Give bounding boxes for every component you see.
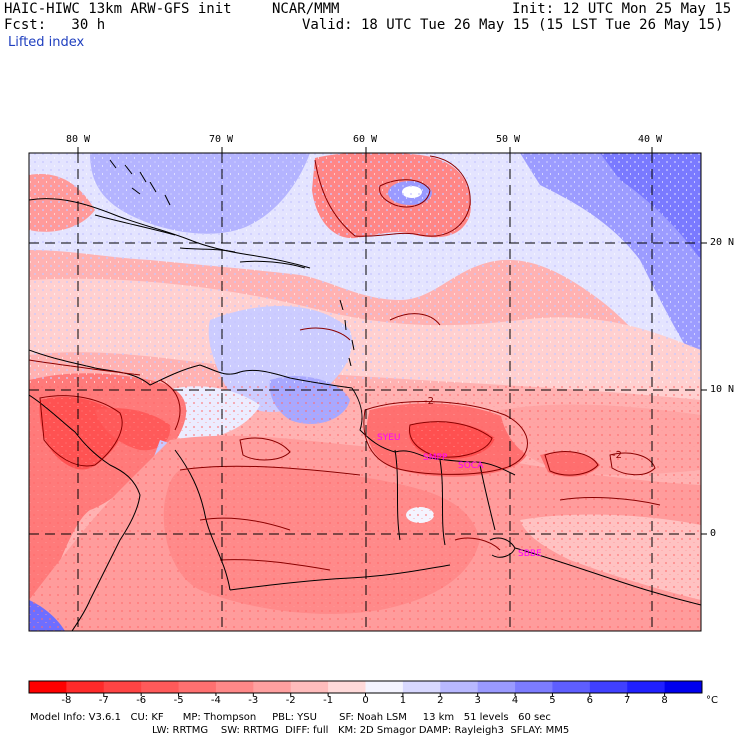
- axis-ticks: [77, 147, 707, 535]
- colorbar-label: -2: [285, 695, 296, 706]
- colorbar-label: -4: [210, 695, 221, 706]
- valid-time: Valid: 18 UTC Tue 26 May 15 (15 LST Tue …: [302, 17, 724, 33]
- map-frame: [28, 152, 702, 632]
- colorbar-label: -5: [173, 695, 184, 706]
- model-info-line1: Model Info: V3.6.1 CU: KF MP: Thompson P…: [30, 712, 551, 723]
- colorbar-label: 1: [399, 695, 407, 706]
- lat-label: 0: [710, 528, 717, 539]
- lon-label: 70 W: [209, 134, 234, 145]
- colorbar-swatch: [253, 681, 292, 693]
- colorbar-label: 0: [362, 695, 369, 706]
- colorbar-swatch: [627, 681, 666, 693]
- site-sbbe: SBBE: [518, 549, 542, 559]
- colorbar-swatch: [365, 681, 404, 693]
- lon-label: 50 W: [496, 134, 521, 145]
- colorbar-label: 2: [437, 695, 444, 706]
- colorbar-swatch: [515, 681, 553, 693]
- lon-label: 60 W: [353, 134, 378, 145]
- colorbar-swatch: [328, 681, 366, 693]
- contour-lines: [29, 155, 661, 571]
- colorbar-swatch: [178, 681, 217, 693]
- colorbar-unit: °C: [706, 695, 718, 706]
- colorbar-swatch: [440, 681, 479, 693]
- colorbar-swatch: [215, 681, 254, 693]
- org-label: NCAR/MMM: [272, 1, 340, 17]
- colorbar-swatch: [66, 681, 105, 693]
- contour-label: -2: [612, 450, 622, 461]
- colorbar-label: -8: [61, 695, 72, 706]
- colorbar-label: -3: [248, 695, 259, 706]
- contour-label: -2: [424, 396, 434, 407]
- colorbar-label: -1: [323, 695, 334, 706]
- colorbar-swatch: [552, 681, 591, 693]
- colorbar-label: 7: [624, 695, 631, 706]
- colorbar-label: -6: [136, 695, 147, 706]
- forecast-hour: Fcst: 30 h: [4, 17, 106, 33]
- coastlines: [29, 159, 701, 631]
- colorbar-swatch: [664, 681, 703, 693]
- colorbar-label: 3: [474, 695, 481, 706]
- init-time: Init: 12 UTC Mon 25 May 15: [512, 1, 732, 17]
- colorbar-swatch: [589, 681, 628, 693]
- lat-label: 20 N: [710, 237, 735, 248]
- site-soca: SOCA: [458, 461, 484, 471]
- colorbar-swatch: [477, 681, 516, 693]
- site-smpp: SMPP: [423, 453, 448, 463]
- colorbar-label: 4: [511, 695, 519, 706]
- map-field: [29, 153, 701, 631]
- lat-label: 10 N: [710, 384, 735, 395]
- colorbar-swatch: [29, 681, 67, 693]
- colorbar-label: 5: [549, 695, 556, 706]
- field-name: Lifted index: [8, 35, 85, 50]
- colorbar-swatch: [402, 681, 441, 693]
- lon-label: 80 W: [66, 134, 91, 145]
- colorbar-label: -7: [98, 695, 109, 706]
- colorbar-label: 6: [586, 695, 593, 706]
- colorbar-swatch: [141, 681, 180, 693]
- site-syeu: SYEU: [377, 433, 400, 443]
- model-info-line2: LW: RRTMG SW: RRTMG DIFF: full KM: 2D Sm…: [152, 725, 570, 736]
- colorbar-swatch: [103, 681, 142, 693]
- colorbar: [28, 680, 703, 696]
- colorbar-label: 8: [661, 695, 668, 706]
- lat-lon-grid: [29, 153, 701, 631]
- colorbar-swatch: [290, 681, 329, 693]
- lon-label: 40 W: [638, 134, 663, 145]
- model-title: HAIC-HIWC 13km ARW-GFS init: [4, 1, 232, 17]
